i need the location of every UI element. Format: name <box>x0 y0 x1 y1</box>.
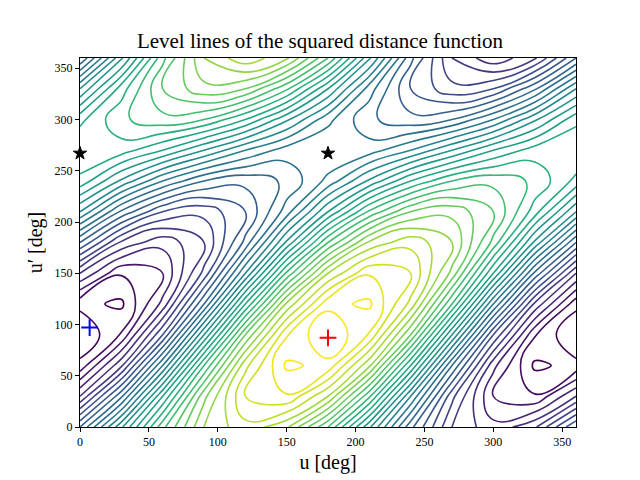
svg-text:350: 350 <box>55 61 73 75</box>
svg-text:100: 100 <box>209 435 227 449</box>
svg-text:250: 250 <box>55 164 73 178</box>
svg-text:0: 0 <box>67 420 73 434</box>
svg-text:u [deg]: u [deg] <box>299 451 356 474</box>
svg-text:100: 100 <box>55 318 73 332</box>
svg-text:u′ [deg]: u′ [deg] <box>24 212 47 274</box>
svg-text:350: 350 <box>553 435 571 449</box>
svg-text:Level lines of the squared dis: Level lines of the squared distance func… <box>137 29 504 53</box>
svg-text:150: 150 <box>55 266 73 280</box>
svg-text:150: 150 <box>278 435 296 449</box>
svg-text:200: 200 <box>55 215 73 229</box>
svg-text:300: 300 <box>484 435 502 449</box>
svg-text:200: 200 <box>347 435 365 449</box>
svg-text:250: 250 <box>415 435 433 449</box>
svg-text:50: 50 <box>143 435 155 449</box>
svg-text:300: 300 <box>55 113 73 127</box>
svg-text:50: 50 <box>61 369 73 383</box>
svg-text:0: 0 <box>77 435 83 449</box>
